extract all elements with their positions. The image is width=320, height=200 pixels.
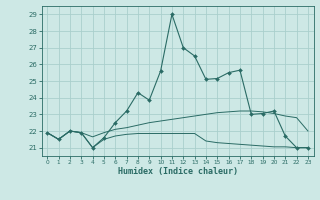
X-axis label: Humidex (Indice chaleur): Humidex (Indice chaleur) [118, 167, 237, 176]
